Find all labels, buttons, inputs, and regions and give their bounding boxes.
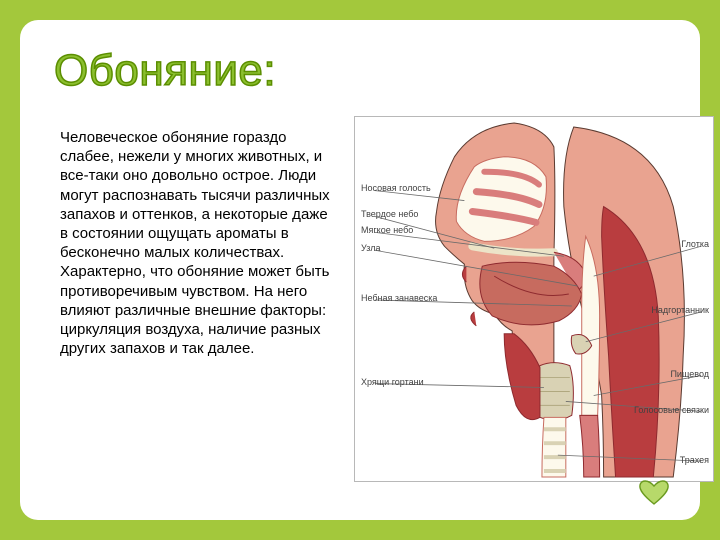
label-palatine-curtain: Небная занавеска <box>361 293 437 303</box>
label-epiglottis: Надгортанник <box>651 305 709 315</box>
content-panel: Обоняние: Человеческое обоняние гораздо … <box>20 20 700 520</box>
body-paragraph: Человеческое обоняние гораздо слабее, не… <box>60 128 338 358</box>
label-esophagus: Пищевод <box>670 369 709 379</box>
label-nasal-cavity: Носовая голость <box>361 183 431 193</box>
heart-icon[interactable] <box>638 478 670 506</box>
label-hard-palate: Твердое небо <box>361 209 418 219</box>
label-vocal-cords: Голосовые связки <box>634 405 709 415</box>
label-soft-palate: Мягкое небо <box>361 225 413 235</box>
label-trachea: Трахея <box>680 455 709 465</box>
label-uvula: Узла <box>361 243 381 253</box>
slide-title: Обоняние: <box>54 46 276 96</box>
label-pharynx: Глотка <box>681 239 709 249</box>
anatomy-diagram: Носовая голость Твердое небо Мягкое небо… <box>354 116 714 482</box>
slide: Обоняние: Человеческое обоняние гораздо … <box>0 0 720 540</box>
label-larynx-cartilage: Хрящи гортани <box>361 377 424 387</box>
